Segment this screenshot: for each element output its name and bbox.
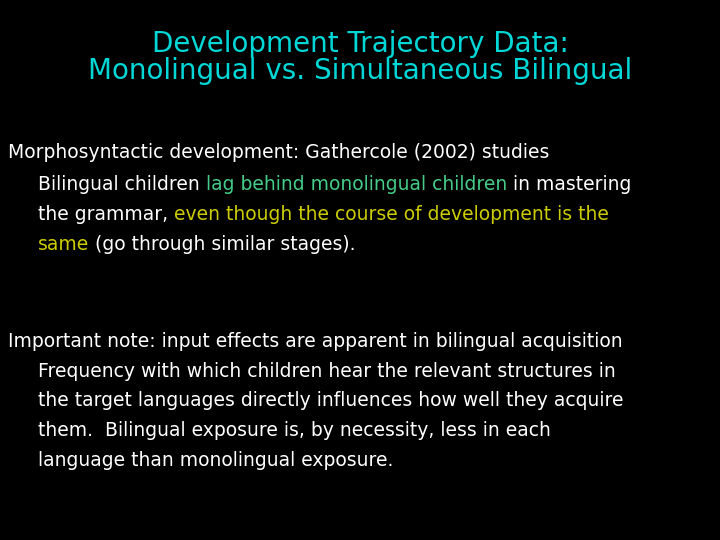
Text: the grammar,: the grammar, [38, 205, 174, 224]
Text: them.  Bilingual exposure is, by necessity, less in each: them. Bilingual exposure is, by necessit… [38, 421, 551, 440]
Text: in mastering: in mastering [507, 176, 631, 194]
Text: even though the course of development is the: even though the course of development is… [174, 205, 609, 224]
Text: Monolingual vs. Simultaneous Bilingual: Monolingual vs. Simultaneous Bilingual [88, 57, 632, 85]
Text: lag behind monolingual children: lag behind monolingual children [206, 176, 507, 194]
Text: Morphosyntactic development: Gathercole (2002) studies: Morphosyntactic development: Gathercole … [8, 143, 549, 162]
Text: the target languages directly influences how well they acquire: the target languages directly influences… [38, 392, 624, 410]
Text: Frequency with which children hear the relevant structures in: Frequency with which children hear the r… [38, 362, 616, 381]
Text: (go through similar stages).: (go through similar stages). [89, 235, 356, 254]
Text: Development Trajectory Data:: Development Trajectory Data: [152, 30, 568, 58]
Text: Bilingual children: Bilingual children [38, 176, 206, 194]
Text: same: same [38, 235, 89, 254]
Text: language than monolingual exposure.: language than monolingual exposure. [38, 451, 393, 470]
Text: Important note: input effects are apparent in bilingual acquisition: Important note: input effects are appare… [8, 332, 623, 351]
